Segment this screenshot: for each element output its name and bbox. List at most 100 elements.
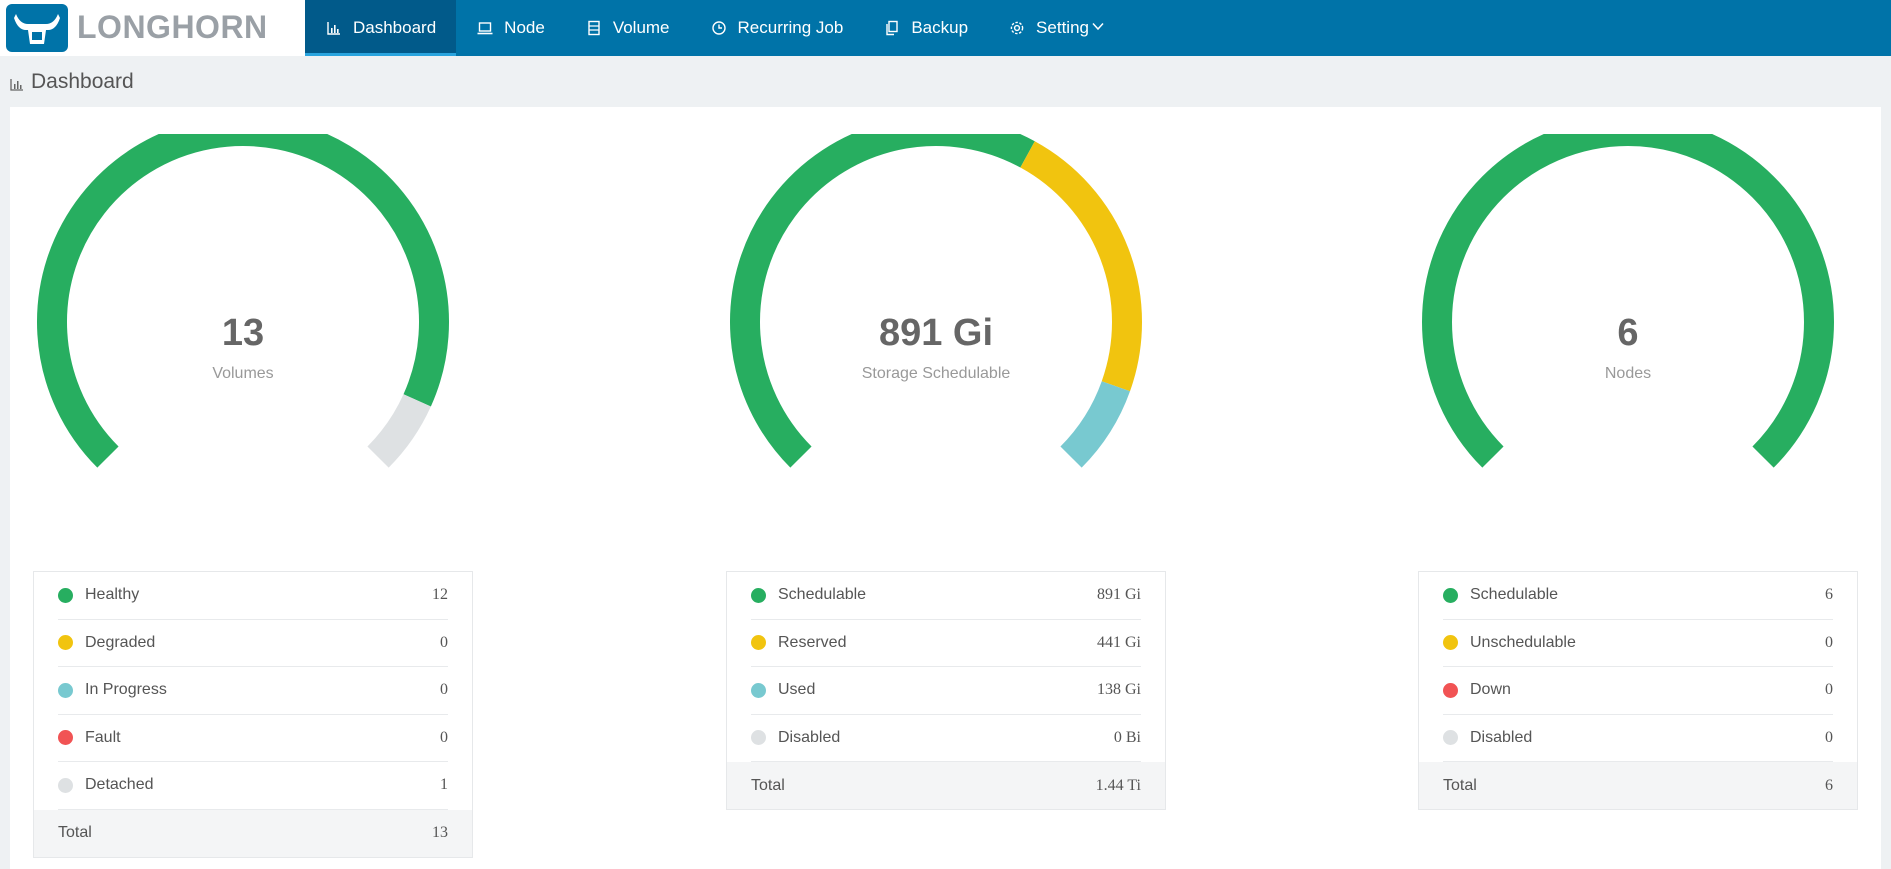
status-dot — [751, 682, 766, 698]
nodes-count: 6 — [1617, 312, 1639, 354]
legend-total-value: 13 — [432, 824, 448, 841]
nav-setting[interactable]: Setting — [988, 0, 1125, 56]
status-dot — [1443, 730, 1458, 746]
legend-row-in-progress: In Progress 0 — [58, 667, 448, 715]
bar-chart-icon — [325, 19, 343, 37]
page-title-text: Dashboard — [31, 70, 134, 93]
status-dot — [1443, 635, 1458, 651]
legend-row-down: Down 0 — [1443, 667, 1833, 715]
chevron-down-icon — [1091, 18, 1105, 38]
legend-value: 0 — [1825, 633, 1833, 651]
nav-node-label: Node — [504, 18, 545, 37]
legend-value: 0 Bi — [1113, 728, 1141, 746]
volumes-gauge-svg — [37, 116, 449, 468]
status-dot — [58, 777, 73, 793]
legend-total-label: Total — [1443, 776, 1477, 794]
legend-label: Degraded — [85, 633, 156, 651]
legend-label: Unschedulable — [1470, 633, 1576, 651]
copy-icon — [883, 19, 901, 37]
main-nav: Dashboard Node Volume Recurring Job Back… — [305, 0, 1125, 56]
legend-label: Down — [1470, 681, 1511, 699]
legend-total-value: 1.44 Ti — [1095, 776, 1141, 794]
legend-label: Schedulable — [778, 586, 867, 604]
nav-node[interactable]: Node — [456, 0, 565, 56]
legend-value: 441 Gi — [1097, 633, 1141, 651]
longhorn-logo-icon — [6, 4, 68, 52]
legend-row-disabled: Disabled 0 — [1443, 715, 1833, 762]
nav-dashboard[interactable]: Dashboard — [305, 0, 457, 56]
gauge-segment-detached[interactable] — [367, 393, 431, 468]
legend-row-healthy: Healthy 12 — [58, 572, 448, 620]
legend-label: Fault — [85, 728, 121, 746]
storage-schedulable-value: 891 Gi — [878, 312, 994, 354]
nodes-panel: 6 Nodes Schedulable 6 Unschedulable 0 Do… — [1418, 107, 1858, 869]
nav-volume-label: Volume — [612, 18, 670, 37]
legend-label: Healthy — [85, 586, 140, 604]
database-icon — [585, 19, 603, 37]
storage-legend: Schedulable 891 Gi Reserved 441 Gi Used … — [726, 571, 1166, 810]
gauge-segment-healthy[interactable] — [37, 116, 449, 468]
status-dot — [751, 635, 766, 651]
legend-row-used: Used 138 Gi — [751, 667, 1141, 715]
volumes-legend: Healthy 12 Degraded 0 In Progress 0 Faul… — [33, 571, 473, 858]
nav-recurring-job[interactable]: Recurring Job — [690, 0, 864, 56]
legend-row-detached: Detached 1 — [58, 762, 448, 810]
dashboard-card: 13 Volumes Healthy 12 Degraded 0 In Prog… — [10, 107, 1881, 869]
storage-panel: 891 Gi Storage Schedulable Schedulable 8… — [726, 107, 1166, 869]
nav-setting-label: Setting — [1036, 18, 1089, 37]
legend-value: 0 — [440, 728, 448, 746]
legend-row-unschedulable: Unschedulable 0 — [1443, 620, 1833, 667]
bar-chart-icon — [9, 74, 25, 91]
nav-backup-label: Backup — [911, 18, 969, 37]
volumes-label: Volumes — [212, 365, 274, 382]
legend-row-disabled: Disabled 0 Bi — [751, 715, 1141, 762]
legend-total-value: 6 — [1825, 776, 1833, 794]
status-dot — [58, 730, 73, 746]
clock-icon — [710, 19, 728, 37]
legend-total: Total 13 — [34, 809, 472, 857]
brand-logo[interactable]: LONGHORN — [0, 0, 305, 56]
legend-row-reserved: Reserved 441 Gi — [751, 620, 1141, 667]
status-dot — [58, 587, 73, 603]
gauge-segment-reserved[interactable] — [1020, 141, 1142, 392]
legend-value: 0 — [1825, 681, 1833, 699]
legend-row-fault: Fault 0 — [58, 715, 448, 762]
legend-total-label: Total — [751, 776, 785, 794]
laptop-icon — [476, 19, 494, 37]
nav-backup[interactable]: Backup — [863, 0, 988, 56]
gauge-segment-used[interactable] — [1060, 380, 1130, 468]
status-dot — [58, 682, 73, 698]
storage-schedulable-label: Storage Schedulable — [861, 365, 1011, 382]
top-navbar: LONGHORN Dashboard Node Volume Recurring… — [0, 0, 1891, 56]
legend-row-schedulable: Schedulable 6 — [1443, 572, 1833, 620]
page-title: Dashboard — [9, 70, 134, 94]
legend-label: Reserved — [778, 633, 847, 651]
legend-total-label: Total — [58, 824, 92, 841]
status-dot — [1443, 587, 1458, 603]
status-dot — [751, 587, 766, 603]
gauge-segment-schedulable[interactable] — [730, 116, 1035, 468]
nav-dashboard-label: Dashboard — [353, 18, 437, 37]
legend-row-degraded: Degraded 0 — [58, 620, 448, 667]
volumes-count: 13 — [221, 312, 265, 354]
nav-volume[interactable]: Volume — [565, 0, 690, 56]
legend-label: Disabled — [1470, 728, 1533, 746]
legend-label: In Progress — [85, 681, 167, 699]
legend-value: 0 — [1825, 728, 1833, 746]
gear-icon — [1008, 19, 1026, 37]
legend-value: 12 — [432, 586, 448, 604]
status-dot — [58, 635, 73, 651]
legend-value: 6 — [1825, 586, 1833, 604]
nodes-legend: Schedulable 6 Unschedulable 0 Down 0 Dis… — [1418, 571, 1858, 810]
legend-value: 891 Gi — [1097, 586, 1141, 604]
volumes-gauge[interactable] — [33, 116, 453, 524]
brand-name: LONGHORN — [77, 9, 268, 45]
nav-recurring-job-label: Recurring Job — [737, 18, 844, 37]
legend-value: 1 — [440, 776, 448, 794]
legend-value: 0 — [440, 681, 448, 699]
legend-label: Disabled — [778, 728, 841, 746]
legend-total: Total 1.44 Ti — [727, 762, 1165, 809]
legend-total: Total 6 — [1419, 762, 1857, 809]
legend-label: Schedulable — [1470, 586, 1559, 604]
gauge-segment-schedulable[interactable] — [1422, 116, 1834, 468]
